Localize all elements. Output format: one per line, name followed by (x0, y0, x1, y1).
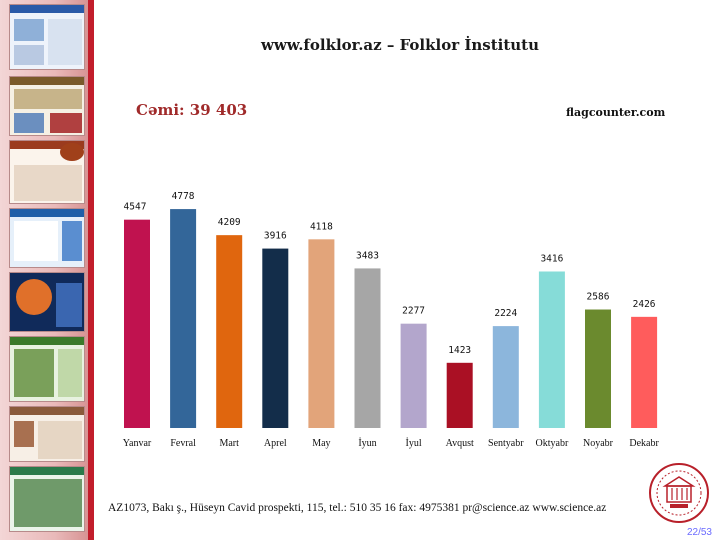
bar-6 (400, 323, 427, 428)
thumbnail-8 (9, 466, 85, 532)
value-label-1: 4778 (172, 191, 195, 202)
thumbnail-5 (9, 272, 85, 332)
value-label-3: 3916 (264, 231, 287, 242)
category-label-7: Avqust (446, 438, 474, 449)
thumbnail-4 (9, 208, 85, 268)
source-label: flagcounter.com (566, 106, 666, 119)
value-label-6: 2277 (402, 306, 425, 317)
bar-3 (262, 248, 289, 428)
bar-11 (631, 316, 658, 428)
category-label-10: Noyabr (583, 438, 614, 449)
anas-seal-logo (649, 463, 709, 523)
value-label-8: 2224 (494, 308, 517, 319)
bar-8 (492, 326, 519, 428)
value-label-2: 4209 (218, 217, 241, 228)
bar-9 (538, 271, 565, 428)
value-label-10: 2586 (587, 292, 610, 303)
category-label-3: Aprel (264, 438, 287, 449)
total-visits-label: Cəmi: 39 403 (136, 101, 248, 119)
thumbnail-2 (9, 76, 85, 136)
thumbnail-1 (9, 4, 85, 70)
category-label-11: Dekabr (629, 438, 659, 449)
category-label-6: İyul (406, 437, 422, 449)
slide-title: www.folklor.az – Folklor İnstitutu (260, 36, 540, 54)
category-label-2: Mart (219, 438, 239, 449)
bar-7 (446, 362, 473, 428)
value-label-7: 1423 (448, 345, 471, 356)
bar-2 (216, 235, 243, 428)
value-label-4: 4118 (310, 221, 333, 232)
value-label-11: 2426 (633, 299, 656, 310)
category-label-0: Yanvar (123, 438, 152, 449)
bar-1 (170, 209, 197, 428)
bar-4 (308, 239, 335, 428)
category-label-1: Fevral (170, 438, 196, 449)
category-label-5: İyun (358, 437, 376, 449)
bar-0 (124, 219, 150, 428)
bar-10 (585, 309, 611, 428)
value-label-9: 3416 (540, 253, 563, 264)
bar-5 (354, 268, 381, 428)
category-label-9: Oktyabr (536, 438, 569, 449)
sidebar-thumbnails (0, 0, 92, 540)
footer-address: AZ1073, Bakı ş., Hüseyn Cavid prospekti,… (108, 502, 607, 514)
thumbnail-3 (9, 140, 85, 204)
category-label-8: Sentyabr (488, 438, 524, 449)
thumbnail-6 (9, 336, 85, 402)
value-label-0: 4547 (124, 202, 147, 213)
thumbnail-7 (9, 406, 85, 462)
page-number: 22/53 (686, 527, 712, 538)
category-label-4: May (312, 438, 330, 449)
value-label-5: 3483 (356, 250, 379, 261)
sidebar-accent-strip (88, 0, 94, 540)
